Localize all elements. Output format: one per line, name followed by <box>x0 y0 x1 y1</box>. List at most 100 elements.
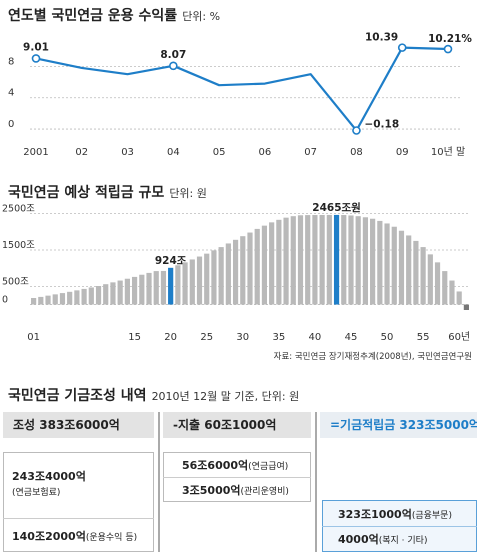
divider-1 <box>158 412 160 552</box>
bar <box>362 217 369 305</box>
line-chart-title: 연도별 국민연금 운용 수익률 단위: % <box>8 8 221 24</box>
line-chart-unit: 단위: % <box>182 10 221 23</box>
bar <box>225 243 231 305</box>
bar <box>326 214 332 305</box>
bar <box>131 276 138 305</box>
return-rate-series-line <box>35 46 449 132</box>
bar <box>456 291 462 305</box>
fund-breakdown-subtitle: 2010년 12월 말 기준, 단위: 원 <box>151 390 300 403</box>
bar <box>204 253 210 305</box>
bar <box>175 265 181 305</box>
source-note: 자료: 국민연금 장기재정추계(2008년), 국민연금연구원 <box>273 352 472 362</box>
bar <box>139 274 145 305</box>
reserve-box-split <box>322 526 477 527</box>
bar <box>370 218 376 305</box>
bar <box>449 280 455 305</box>
bar <box>312 215 318 305</box>
bar <box>45 295 51 305</box>
fund-breakdown-title: 국민연금 기금조성 내역 2010년 12월 말 기준, 단위: 원 <box>8 388 300 404</box>
col-expense-header: -지출 60조1000억 <box>163 412 311 438</box>
data-point <box>31 54 41 63</box>
x-tick-label: 30 <box>236 332 249 343</box>
y-tick-label: 0 <box>8 119 14 130</box>
bar <box>406 235 412 305</box>
bar <box>247 232 253 305</box>
y-tick-label: 1500조 <box>2 240 35 251</box>
x-tick-label: 01 <box>27 332 40 343</box>
data-point <box>397 43 407 52</box>
data-point <box>443 44 453 54</box>
fund-size-bar-chart: 0 500조 1500조 2500조 924조 2465조원 01 15 20 25 30 35 40 4… <box>2 201 470 343</box>
highlight-bar <box>168 267 174 305</box>
bar <box>442 271 448 305</box>
bar <box>254 228 260 305</box>
bar <box>283 217 289 305</box>
bar-data-label: 2465조원 <box>312 201 361 214</box>
bar <box>232 239 239 305</box>
bar <box>413 240 419 305</box>
bar <box>290 216 296 305</box>
bar <box>117 280 123 305</box>
bar <box>297 215 304 305</box>
raised-box <box>3 452 154 552</box>
investment-item: 140조2000억(운용수익 등) <box>12 530 138 543</box>
bar-chart-unit: 단위: 원 <box>169 187 207 200</box>
data-point <box>352 126 361 135</box>
bar <box>261 225 268 305</box>
bar <box>124 278 130 305</box>
x-tick-label: 04 <box>167 147 180 158</box>
bar <box>463 304 469 310</box>
bar <box>31 298 37 305</box>
divider-2 <box>315 412 317 552</box>
x-tick-label: 40 <box>309 332 322 343</box>
bar <box>240 236 246 305</box>
bar <box>398 230 405 305</box>
bar <box>146 272 152 305</box>
x-tick-label: 03 <box>121 147 134 158</box>
bar <box>59 293 66 305</box>
bar <box>74 290 80 305</box>
bar <box>218 247 224 305</box>
x-tick-label: 20 <box>164 332 177 343</box>
bar <box>110 282 116 305</box>
bar <box>189 259 195 305</box>
x-tick-label: 07 <box>304 147 317 158</box>
bar <box>182 262 188 305</box>
bar <box>341 215 347 305</box>
data-label: −0.18 <box>364 118 399 130</box>
bar <box>420 247 426 305</box>
x-tick-label: 06 <box>259 147 272 158</box>
x-tick-label: 2001 <box>23 147 48 158</box>
y-tick-label: 0 <box>2 295 8 306</box>
bar <box>153 271 159 305</box>
x-tick-label: 35 <box>272 332 285 343</box>
bar <box>38 296 44 305</box>
x-tick-label: 02 <box>75 147 88 158</box>
premium-note: (연금보험료) <box>12 488 61 498</box>
data-point <box>169 61 178 71</box>
bar <box>348 215 354 305</box>
bar <box>391 226 397 305</box>
bar <box>196 256 203 305</box>
welfare-item: 4000억(복지 · 기타) <box>338 533 428 546</box>
x-tick-label: 55 <box>417 332 430 343</box>
x-tick-label: 50 <box>381 332 394 343</box>
x-tick-label: 15 <box>128 332 141 343</box>
bar <box>103 284 109 305</box>
x-tick-label: 10년 말 <box>431 146 465 158</box>
x-tick-label: 45 <box>345 332 358 343</box>
x-tick-label: 05 <box>213 147 226 158</box>
benefit-item: 56조6000억(연금급여) <box>182 459 289 472</box>
bar <box>67 291 73 305</box>
admin-item: 3조5000억(관리운영비) <box>182 484 289 497</box>
bar <box>305 215 311 305</box>
premium-item: 243조4000억 <box>12 470 86 483</box>
bar <box>160 270 167 305</box>
y-tick-label: 4 <box>8 88 14 99</box>
data-label: 10.39 <box>365 32 398 44</box>
y-tick-label: 8 <box>8 56 14 67</box>
bar <box>384 223 390 305</box>
x-tick-label: 25 <box>200 332 213 343</box>
col-raised-header: 조성 383조6000억 <box>3 412 154 438</box>
